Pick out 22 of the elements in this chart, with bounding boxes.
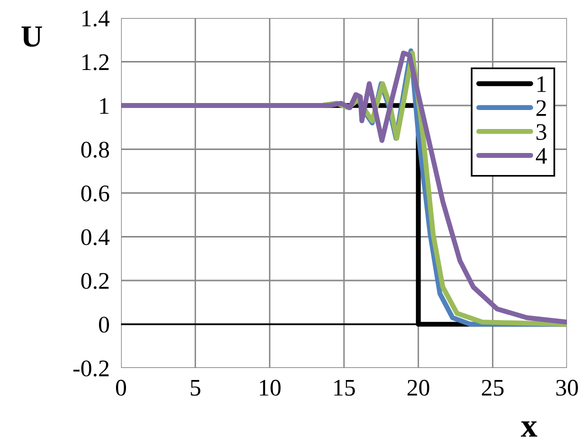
y-tick-label: 0.2 (81, 272, 109, 290)
x-axis-title: x (520, 421, 538, 437)
x-tick-label: 15 (334, 380, 355, 396)
legend-label: 4 (536, 148, 547, 164)
y-tick-label: 1.4 (82, 10, 110, 27)
legend-label: 1 (537, 76, 546, 92)
y-tick-label: 1.2 (82, 54, 109, 70)
x-tick-label: 20 (408, 380, 430, 396)
x-tick-label: 25 (482, 380, 504, 396)
legend-label: 3 (536, 124, 546, 140)
y-tick-label: 0.6 (81, 185, 110, 202)
y-tick-label: 0.8 (81, 142, 109, 158)
x-tick-label: 0 (116, 380, 126, 396)
y-axis-title: U (22, 26, 42, 47)
x-tick-label: 5 (190, 380, 200, 396)
y-tick-label: 1 (100, 98, 108, 114)
y-tick-label: 0.4 (81, 229, 110, 246)
x-tick-label: 30 (556, 380, 578, 396)
x-tick-label: 10 (260, 380, 281, 396)
y-tick-label: -0.2 (73, 360, 109, 377)
legend-label: 2 (536, 100, 546, 116)
y-tick-label: 0 (98, 316, 109, 333)
